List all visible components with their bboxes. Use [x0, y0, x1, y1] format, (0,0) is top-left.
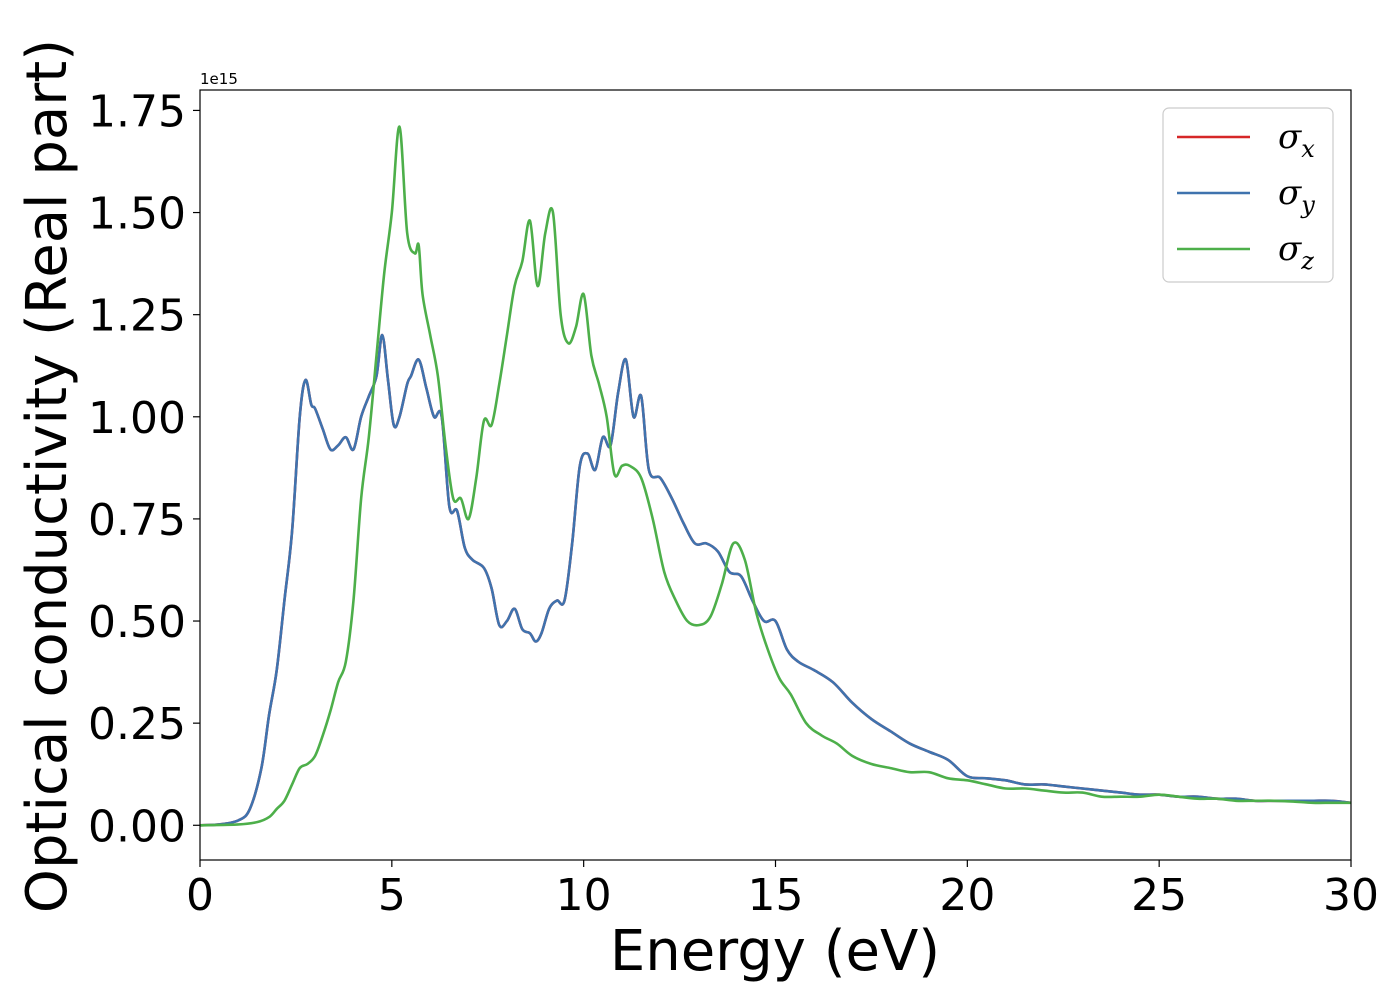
y-tick-label: 1.50	[88, 189, 186, 240]
y-axis-label: Optical conductivity (Real part)	[15, 39, 80, 913]
y-tick-label: 0.75	[88, 495, 186, 546]
y-axis: 0.00 0.25 0.50 0.75 1.00 1.25 1.50 1.75	[88, 86, 200, 852]
x-axis: 0 5 10 15 20 25 30	[186, 860, 1379, 921]
y-tick-label: 1.25	[88, 291, 186, 342]
x-tick-label: 0	[186, 870, 214, 921]
x-tick-label: 25	[1131, 870, 1187, 921]
y-tick-label: 1.75	[88, 86, 186, 137]
x-tick-label: 10	[556, 870, 612, 921]
x-tick-label: 15	[748, 870, 804, 921]
y-tick-label: 1.00	[88, 393, 186, 444]
series-line-z	[200, 125, 1351, 827]
legend-box	[1162, 107, 1334, 283]
x-axis-label: Energy (eV)	[610, 919, 940, 984]
series-line-y	[200, 333, 1351, 827]
y-tick-label: 0.00	[88, 801, 186, 852]
y-offset-text: 1e15	[200, 70, 238, 88]
x-tick-label: 30	[1323, 870, 1379, 921]
series-group	[200, 125, 1351, 827]
x-tick-label: 20	[939, 870, 995, 921]
x-tick-label: 5	[378, 870, 406, 921]
y-tick-label: 0.25	[88, 699, 186, 750]
y-tick-label: 0.50	[88, 597, 186, 648]
